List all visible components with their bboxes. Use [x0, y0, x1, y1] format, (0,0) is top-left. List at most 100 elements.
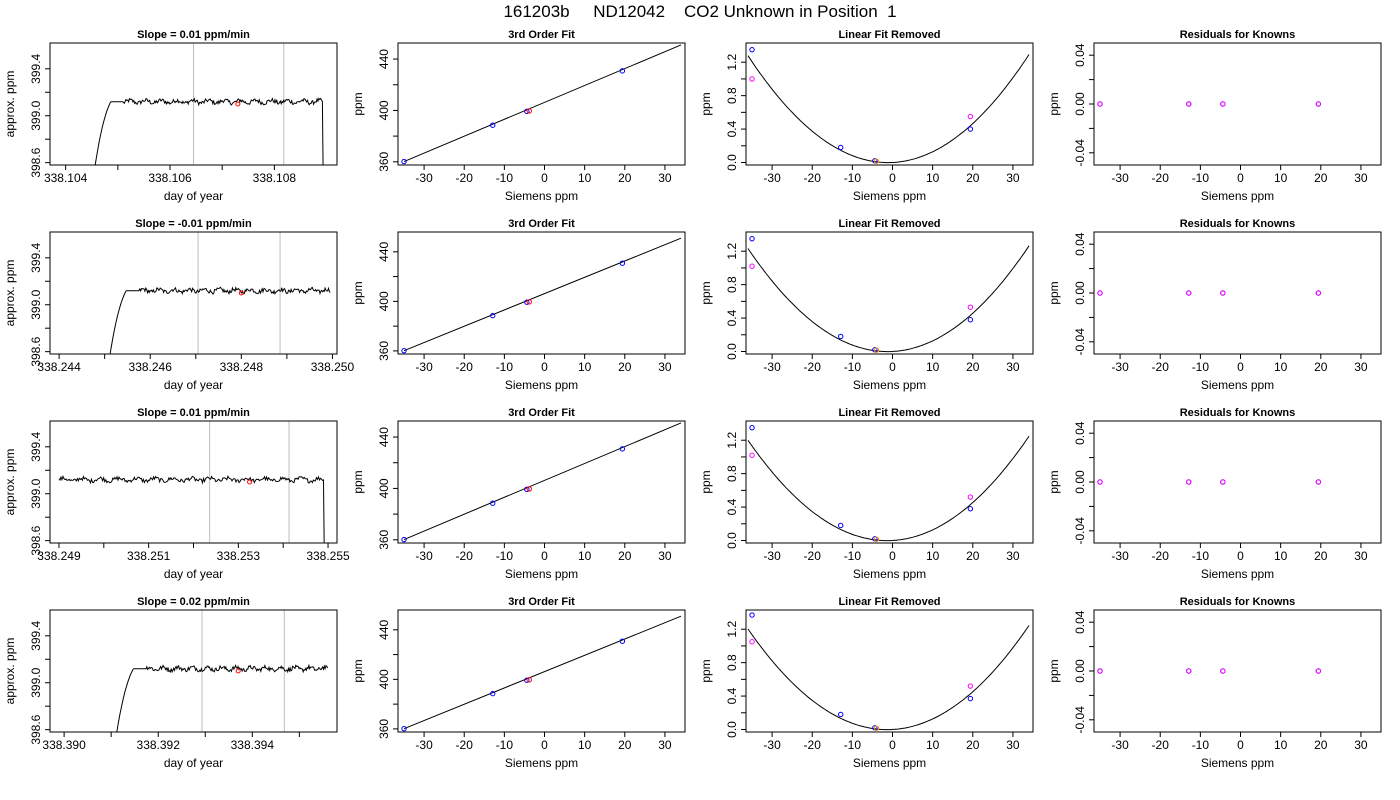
panel-title: Slope = -0.01 ppm/min [135, 218, 252, 230]
y-tick-label: 398.6 [29, 147, 43, 177]
y-tick-label: 399.4 [29, 431, 43, 461]
data-point-blue [619, 446, 626, 452]
y-tick-label: 400 [377, 100, 391, 120]
data-point-blue [838, 522, 844, 529]
plot-frame [397, 420, 686, 544]
panel-title: Slope = 0.02 ppm/min [137, 596, 250, 608]
data-point-magenta [1097, 479, 1103, 485]
x-tick-label: 338.104 [44, 171, 88, 185]
x-tick-label: 30 [1354, 171, 1368, 185]
plot-area [1097, 290, 1322, 296]
y-tick-label: 0.8 [725, 465, 739, 482]
data-point-red [526, 677, 532, 683]
data-point-blue [619, 260, 626, 266]
x-tick-label: 338.248 [220, 360, 264, 374]
y-tick-label: 399.4 [29, 53, 43, 83]
data-point-blue [967, 317, 974, 323]
data-point-magenta [749, 263, 755, 269]
x-tick-label: 338.392 [137, 738, 181, 752]
data-point-blue [749, 424, 755, 431]
x-tick-label: 338.255 [306, 549, 350, 563]
plot-area [401, 237, 682, 354]
x-axis-label: Siemens ppm [505, 189, 578, 203]
y-tick-label: 0.00 [1073, 659, 1087, 683]
plot-area [58, 421, 325, 543]
mean-marker [247, 479, 253, 485]
panel-title: Slope = 0.01 ppm/min [137, 407, 250, 419]
y-tick-label: 0.4 [725, 309, 739, 326]
data-point-magenta [1220, 290, 1226, 296]
x-axis-label: Siemens ppm [853, 378, 926, 392]
data-point-blue [749, 612, 755, 618]
x-tick-label: 10 [1274, 360, 1288, 374]
x-tick-label: 20 [618, 738, 632, 752]
x-tick-label: -30 [1111, 171, 1129, 185]
data-point-blue [401, 158, 407, 165]
y-tick-label: 440 [377, 49, 391, 69]
plot-area [401, 615, 682, 732]
y-tick-label: 0.04 [1073, 421, 1087, 445]
ppm-trace [116, 663, 329, 732]
y-tick-label: 0.4 [725, 687, 739, 704]
panel-1-2: 3rd Order Fit Siemens ppm ppm -30 -20 -10 0 10 2… [351, 29, 686, 203]
x-tick-label: -20 [456, 738, 474, 752]
data-point-blue [838, 144, 844, 151]
x-tick-label: -20 [804, 738, 822, 752]
x-tick-label: 0 [541, 549, 548, 563]
panel-title: 3rd Order Fit [508, 596, 575, 608]
mean-marker [235, 101, 241, 107]
data-point-orange [873, 536, 880, 542]
x-tick-label: 30 [1354, 549, 1368, 563]
fit-curve [747, 54, 1030, 164]
x-tick-label: -10 [496, 738, 514, 752]
plot-area [94, 43, 324, 165]
data-point-blue [401, 536, 407, 543]
data-point-blue [401, 725, 407, 732]
x-tick-label: 30 [1006, 738, 1020, 752]
panel-title: Linear Fit Removed [838, 596, 940, 608]
y-axis-label: approx. ppm [3, 638, 17, 705]
x-tick-label: -10 [844, 738, 862, 752]
panel-2-2: 3rd Order Fit Siemens ppm ppm -30 -20 -10 0 10 2… [351, 218, 686, 392]
y-tick-label: 0.4 [725, 498, 739, 515]
y-tick-label: 399.0 [29, 100, 43, 130]
plot-frame [745, 420, 1034, 544]
x-tick-label: -20 [456, 549, 474, 563]
x-tick-label: 10 [578, 738, 592, 752]
x-tick-label: 0 [1237, 360, 1244, 374]
fit-line [403, 237, 682, 352]
data-point-blue [749, 235, 755, 242]
y-axis-label: ppm [351, 659, 365, 682]
y-tick-label: 400 [377, 291, 391, 311]
x-tick-label: -20 [1152, 360, 1170, 374]
data-point-blue [524, 108, 530, 115]
plot-frame [1093, 42, 1382, 166]
fit-curve [747, 435, 1030, 542]
x-tick-label: -10 [844, 171, 862, 185]
x-tick-label: 338.251 [127, 549, 171, 563]
x-tick-label: 0 [889, 171, 896, 185]
panel-3-1: Slope = 0.01 ppm/min day of year approx. p… [3, 407, 350, 581]
plot-area [401, 422, 682, 543]
x-axis-label: Siemens ppm [1201, 189, 1274, 203]
x-tick-label: 10 [1274, 171, 1288, 185]
data-point-magenta [1315, 668, 1322, 674]
data-point-magenta [1186, 479, 1192, 485]
y-tick-label: 0.0 [725, 343, 739, 360]
panel-title: Residuals for Knowns [1180, 407, 1296, 419]
x-tick-label: -30 [415, 171, 433, 185]
x-tick-label: -20 [456, 171, 474, 185]
plot-frame [1093, 231, 1382, 355]
y-tick-label: 398.6 [29, 714, 43, 744]
figure-title: 161203b ND12042 CO2 Unknown in Position … [503, 2, 897, 21]
data-point-magenta [967, 683, 974, 689]
data-point-red [526, 108, 532, 114]
data-point-magenta [1186, 101, 1192, 107]
x-tick-label: 338.250 [311, 360, 355, 374]
data-point-blue [967, 126, 974, 132]
panel-title: 3rd Order Fit [508, 218, 575, 230]
x-tick-label: 20 [1314, 171, 1328, 185]
x-tick-label: 338.108 [253, 171, 297, 185]
plot-area [747, 424, 1030, 542]
panel-3-4: Residuals for Knowns Siemens ppm ppm -30 -20… [1047, 407, 1382, 581]
